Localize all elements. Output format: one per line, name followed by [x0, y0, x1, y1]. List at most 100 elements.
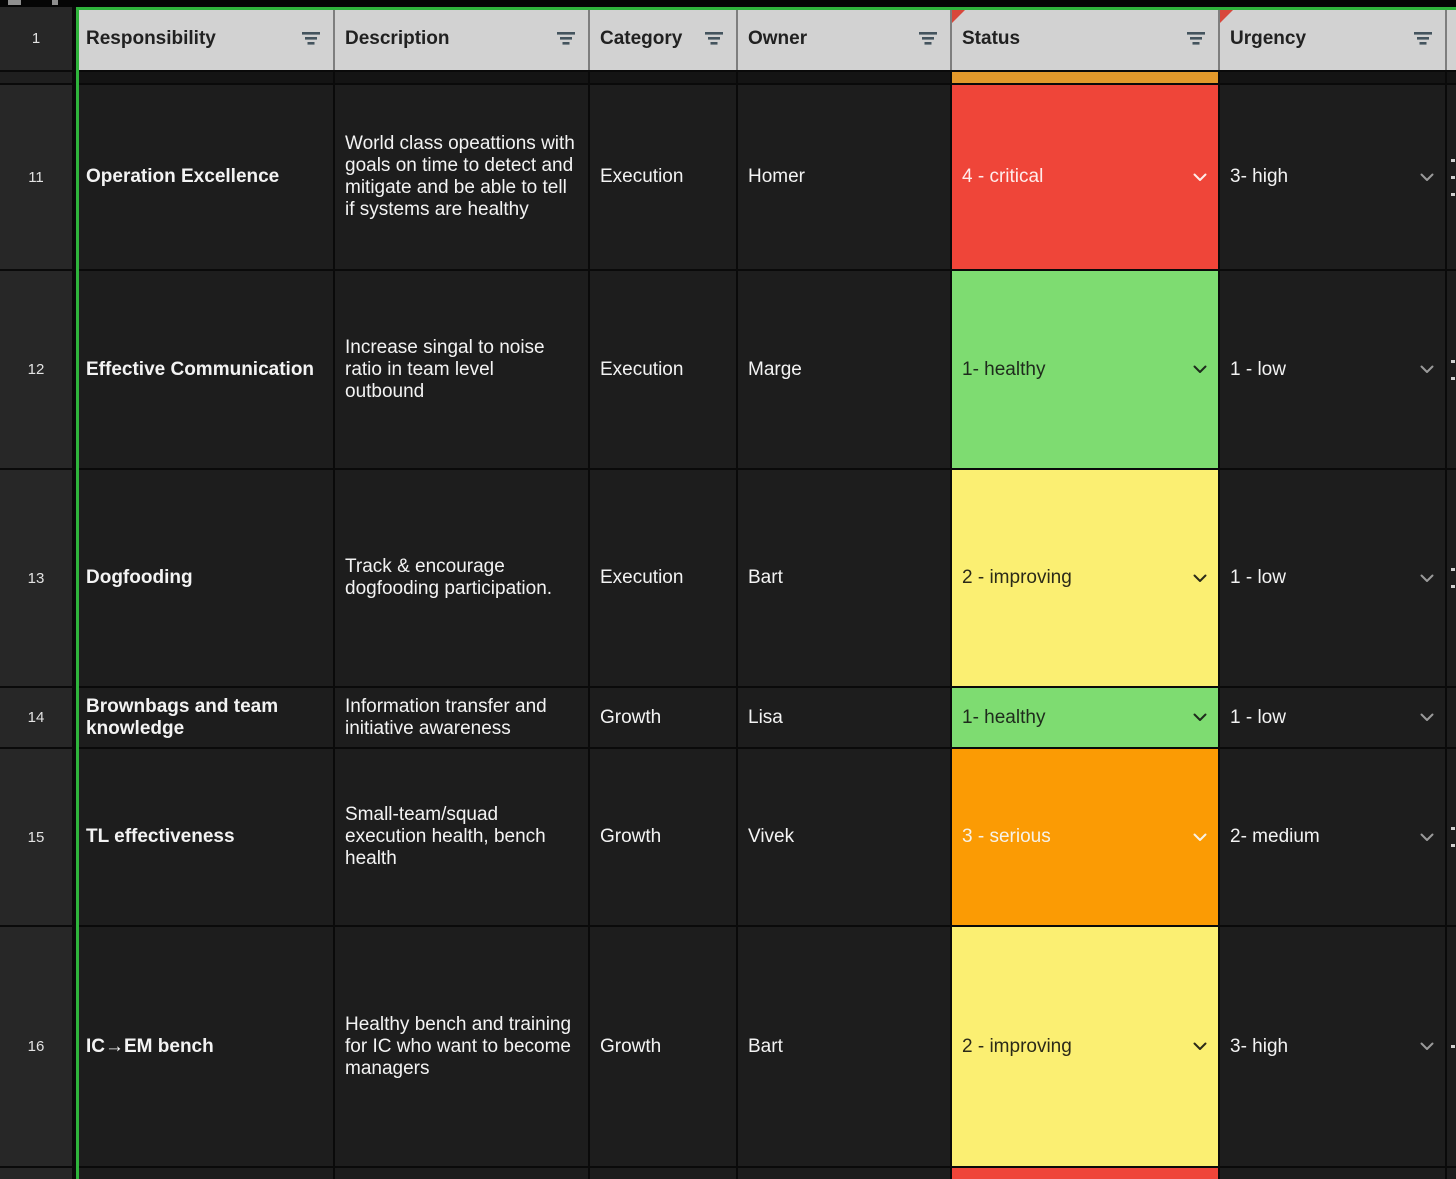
filter-icon[interactable] — [301, 32, 321, 45]
chevron-down-icon[interactable] — [1420, 713, 1434, 722]
table-row: 12 Effective Communication Increase sing… — [0, 271, 1456, 470]
column-header-status[interactable]: Status — [952, 7, 1220, 70]
cell — [1447, 1168, 1456, 1179]
column-header-label: Description — [345, 27, 450, 49]
table-row: 11 Operation Excellence World class opea… — [0, 85, 1456, 271]
header-row-number[interactable]: 1 — [0, 7, 76, 70]
filter-icon[interactable] — [704, 32, 724, 45]
status-dropdown[interactable]: 1- healthy — [952, 688, 1220, 747]
row-number[interactable]: 14 — [0, 688, 76, 747]
chevron-down-icon[interactable] — [1420, 833, 1434, 842]
cell-description[interactable]: Increase singal to noise ratio in team l… — [335, 271, 590, 468]
table-row: 15 TL effectiveness Small-team/squad exe… — [0, 749, 1456, 927]
chevron-down-icon[interactable] — [1193, 1042, 1207, 1051]
cell-category[interactable]: Execution — [590, 271, 738, 468]
chevron-down-icon[interactable] — [1193, 833, 1207, 842]
row-number[interactable]: 13 — [0, 470, 76, 686]
chevron-down-icon[interactable] — [1193, 365, 1207, 374]
filter-icon[interactable] — [1186, 32, 1206, 45]
chevron-down-icon[interactable] — [1420, 173, 1434, 182]
row-number[interactable]: 11 — [0, 85, 76, 269]
cell-owner[interactable]: Lisa — [738, 688, 952, 747]
cell-owner[interactable]: Homer — [738, 85, 952, 269]
cell-owner[interactable]: Marge — [738, 271, 952, 468]
status-dropdown[interactable]: 2 - improving — [952, 470, 1220, 686]
urgency-dropdown[interactable]: 2- medium — [1220, 749, 1447, 925]
status-dropdown[interactable]: 3 - serious — [952, 749, 1220, 925]
cell — [738, 1168, 952, 1179]
cell-owner[interactable]: Vivek — [738, 749, 952, 925]
cell — [590, 1168, 738, 1179]
chevron-down-icon[interactable] — [1193, 574, 1207, 583]
cell — [76, 1168, 335, 1179]
cell — [76, 72, 335, 83]
cell-responsibility[interactable]: TL effectiveness — [76, 749, 335, 925]
column-header-label: Category — [600, 27, 683, 49]
cell — [1447, 72, 1456, 83]
clipped-next-column-text — [1447, 470, 1456, 686]
cell-category[interactable]: Growth — [590, 927, 738, 1166]
cell-responsibility[interactable]: IC→EM bench — [76, 927, 335, 1166]
cell-description[interactable]: Information transfer and initiative awar… — [335, 688, 590, 747]
cell-owner[interactable]: Bart — [738, 927, 952, 1166]
cell-category[interactable]: Growth — [590, 749, 738, 925]
column-header-description[interactable]: Description — [335, 7, 590, 70]
clipped-next-column-text — [1447, 688, 1456, 747]
chevron-down-icon[interactable] — [1420, 1042, 1434, 1051]
scroll-remnant — [52, 0, 58, 5]
chevron-down-icon[interactable] — [1420, 574, 1434, 583]
status-dropdown[interactable]: 4 - critical — [952, 85, 1220, 269]
cell-responsibility[interactable]: Brownbags and team knowledge — [76, 688, 335, 747]
partial-status-cell — [952, 1168, 1220, 1179]
urgency-dropdown[interactable]: 3- high — [1220, 85, 1447, 269]
cell-responsibility[interactable]: Operation Excellence — [76, 85, 335, 269]
table-row: 13 Dogfooding Track & encourage dogfoodi… — [0, 470, 1456, 688]
column-header-label: Urgency — [1230, 27, 1307, 49]
column-header-category[interactable]: Category — [590, 7, 738, 70]
cell-owner[interactable]: Bart — [738, 470, 952, 686]
column-header-label: Status — [962, 27, 1021, 49]
column-header-responsibility[interactable]: Responsibility — [76, 7, 335, 70]
chevron-down-icon[interactable] — [1193, 713, 1207, 722]
cell-category[interactable]: Execution — [590, 470, 738, 686]
urgency-dropdown[interactable]: 1 - low — [1220, 688, 1447, 747]
cell-description[interactable]: World class opeattions with goals on tim… — [335, 85, 590, 269]
partial-row-10 — [0, 72, 1456, 85]
urgency-dropdown[interactable]: 3- high — [1220, 927, 1447, 1166]
cell-description[interactable]: Track & encourage dogfooding participati… — [335, 470, 590, 686]
filter-icon[interactable] — [918, 32, 938, 45]
row-number[interactable]: 16 — [0, 927, 76, 1166]
cell — [590, 72, 738, 83]
cell-description[interactable]: Healthy bench and training for IC who wa… — [335, 927, 590, 1166]
header-row: 1 Responsibility Description Category Ow… — [0, 7, 1456, 72]
urgency-dropdown[interactable]: 1 - low — [1220, 271, 1447, 468]
urgency-dropdown[interactable]: 1 - low — [1220, 470, 1447, 686]
cell-responsibility[interactable]: Dogfooding — [76, 470, 335, 686]
clipped-next-column-text — [1447, 271, 1456, 468]
filter-icon[interactable] — [556, 32, 576, 45]
status-dropdown[interactable]: 2 - improving — [952, 927, 1220, 1166]
cell-category[interactable]: Execution — [590, 85, 738, 269]
filter-icon[interactable] — [1413, 32, 1433, 45]
partial-row-above — [0, 0, 1456, 7]
cell-responsibility[interactable]: Effective Communication — [76, 271, 335, 468]
status-dropdown[interactable]: 1- healthy — [952, 271, 1220, 468]
selection-border-top — [76, 7, 1456, 10]
table-row: 14 Brownbags and team knowledge Informat… — [0, 688, 1456, 749]
partial-row-17 — [0, 1168, 1456, 1179]
row-number — [0, 72, 76, 83]
row-number — [0, 1168, 76, 1179]
chevron-down-icon[interactable] — [1420, 365, 1434, 374]
selection-border-left — [76, 7, 79, 1179]
clipped-next-column-text — [1447, 927, 1456, 1166]
row-number[interactable]: 12 — [0, 271, 76, 468]
column-header-urgency[interactable]: Urgency — [1220, 7, 1447, 70]
row-number[interactable]: 15 — [0, 749, 76, 925]
chevron-down-icon[interactable] — [1193, 173, 1207, 182]
cell-category[interactable]: Growth — [590, 688, 738, 747]
cell-description[interactable]: Small-team/squad execution health, bench… — [335, 749, 590, 925]
column-header-owner[interactable]: Owner — [738, 7, 952, 70]
column-header-label: Owner — [748, 27, 808, 49]
partial-status-cell — [952, 72, 1220, 83]
